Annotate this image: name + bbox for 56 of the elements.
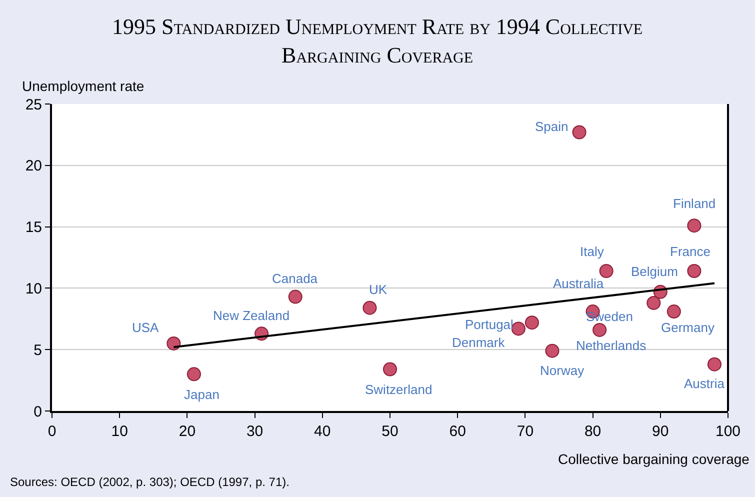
point bbox=[572, 125, 586, 140]
point bbox=[383, 362, 397, 376]
point bbox=[545, 344, 560, 358]
annotation: Sweden bbox=[586, 309, 633, 324]
x-tick-label: 90 bbox=[652, 423, 669, 440]
x-tick-label: 30 bbox=[246, 423, 264, 440]
y-tick-label: 15 bbox=[25, 219, 42, 236]
annotation: Germany bbox=[661, 320, 715, 335]
point bbox=[666, 304, 681, 319]
x-tick-label: 20 bbox=[178, 423, 196, 440]
x-axis-title: Collective bargaining coverage bbox=[558, 451, 750, 467]
y-tick-label: 25 bbox=[25, 96, 42, 114]
annotation: Finland bbox=[673, 196, 716, 211]
annotation: Portugal bbox=[465, 317, 514, 332]
point bbox=[599, 264, 614, 278]
annotation: Canada bbox=[272, 271, 318, 286]
y-axis-title: Unemployment rate bbox=[22, 78, 144, 94]
x-tick-label: 100 bbox=[715, 423, 741, 440]
annotation: New Zealand bbox=[213, 308, 290, 323]
y-tick-label: 5 bbox=[34, 342, 42, 359]
annotation: Japan bbox=[184, 387, 220, 402]
annotation: Netherlands bbox=[576, 338, 647, 353]
annotation: Belgium bbox=[631, 264, 678, 279]
annotation: UK bbox=[369, 282, 388, 297]
point bbox=[687, 218, 702, 233]
annotation: Norway bbox=[540, 363, 585, 378]
y-tick-label: 20 bbox=[25, 158, 42, 175]
point bbox=[687, 264, 702, 278]
x-tick-label: 0 bbox=[48, 423, 56, 440]
point bbox=[592, 322, 607, 337]
x-tick-label: 10 bbox=[111, 423, 128, 440]
point bbox=[646, 296, 661, 310]
point bbox=[362, 300, 377, 315]
x-tick-label: 50 bbox=[382, 423, 398, 440]
point bbox=[288, 290, 302, 304]
y-tick-label: 10 bbox=[25, 280, 42, 298]
annotation: USA bbox=[132, 320, 160, 335]
x-tick-label: 40 bbox=[314, 423, 331, 440]
annotation: Spain bbox=[535, 119, 568, 134]
annotation: Switzerland bbox=[365, 382, 432, 397]
x-tick-label: 70 bbox=[516, 423, 534, 440]
annotation: Australia bbox=[553, 276, 604, 291]
annotation: Italy bbox=[580, 244, 604, 259]
point bbox=[186, 367, 201, 382]
point bbox=[707, 357, 722, 372]
chart-title: 1995 Standardized Unemployment Rate by 1994 Collective Bargaining Coverage bbox=[112, 14, 643, 68]
x-tick-label: 80 bbox=[584, 423, 602, 440]
annotation: Denmark bbox=[452, 335, 506, 350]
point bbox=[524, 316, 539, 330]
source-note: Sources: OECD (2002, p. 303); OECD (1997, p. 71). bbox=[10, 475, 290, 489]
x-tick-label: 60 bbox=[449, 423, 466, 440]
point bbox=[166, 336, 181, 350]
y-tick-label: 0 bbox=[34, 403, 42, 420]
point bbox=[511, 322, 526, 336]
annotation: Austria bbox=[684, 376, 726, 391]
annotation: France bbox=[670, 244, 710, 259]
